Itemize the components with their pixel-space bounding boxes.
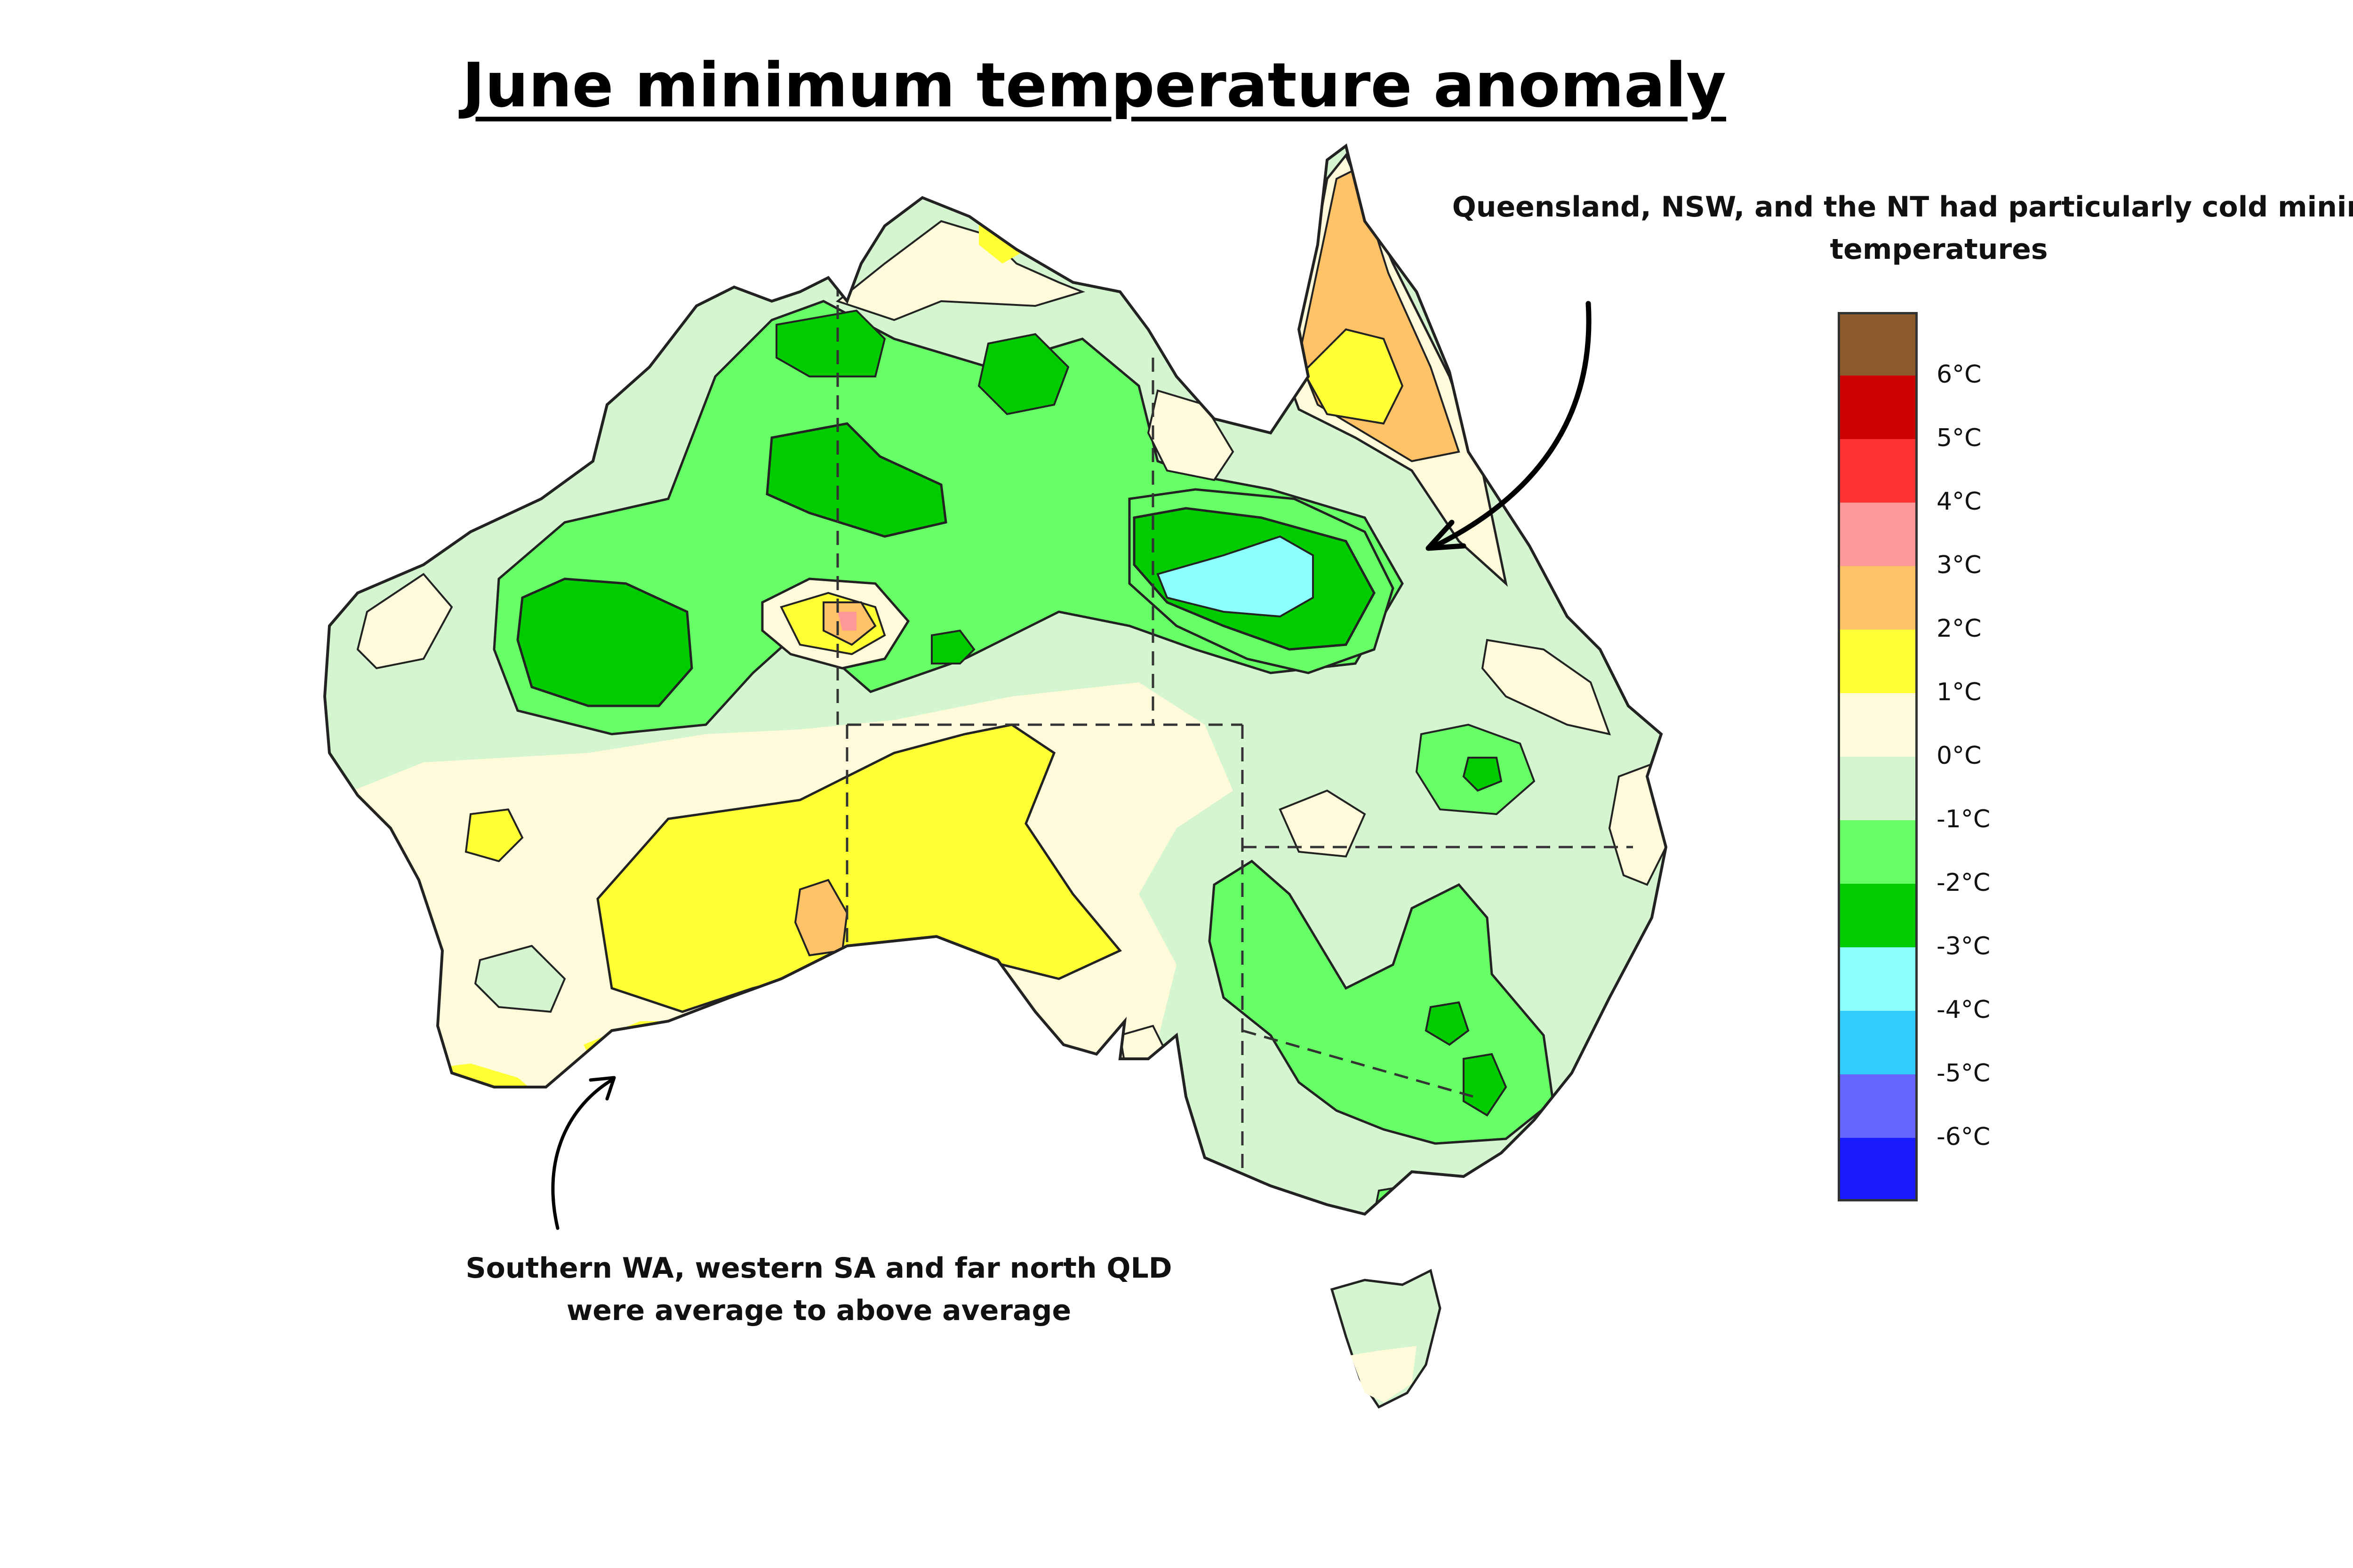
color-legend: 6°C 5°C 4°C 3°C 2°C 1°C 0°C -1°C -2°C -3°C -4°C -5°… xyxy=(1838,312,1990,1201)
annotation-southwest: Southern WA, western SA and far north QL… xyxy=(465,1252,1172,1327)
legend-label: -3°C xyxy=(1937,932,1991,960)
legend-swatch xyxy=(1838,1011,1918,1074)
annotation-northeast: Queensland, NSW, and the NT had particul… xyxy=(1452,191,2353,266)
legend-label: 5°C xyxy=(1937,424,1982,452)
legend-swatch xyxy=(1838,693,1918,757)
legend-label: -6°C xyxy=(1937,1123,1991,1151)
legend-label: 1°C xyxy=(1937,678,1982,706)
legend-label: -2°C xyxy=(1937,869,1991,897)
arrow-northeast xyxy=(1433,301,1592,549)
legend-label: 6°C xyxy=(1937,360,1982,389)
legend-swatch xyxy=(1838,820,1918,884)
legend-swatch xyxy=(1838,1074,1918,1138)
legend-label: 4°C xyxy=(1937,488,1982,516)
legend-swatch xyxy=(1838,312,1918,376)
legend-label: 3°C xyxy=(1937,551,1982,579)
legend-label: -4°C xyxy=(1937,996,1991,1024)
legend-swatch xyxy=(1838,884,1918,947)
legend-swatch xyxy=(1838,757,1918,820)
legend-label: -5°C xyxy=(1937,1059,1991,1088)
map-title: June minimum temperature anomaly xyxy=(462,49,1726,121)
legend-swatch xyxy=(1838,1138,1918,1201)
legend-label: 2°C xyxy=(1937,615,1982,643)
legend-swatch xyxy=(1838,503,1918,566)
legend-swatch xyxy=(1838,566,1918,630)
legend-label: 0°C xyxy=(1937,742,1982,770)
legend-swatch xyxy=(1838,630,1918,693)
arrow-southwest xyxy=(551,1078,614,1230)
legend-label: -1°C xyxy=(1937,805,1991,833)
legend-swatch xyxy=(1838,947,1918,1011)
legend-swatch xyxy=(1838,439,1918,503)
legend-swatch xyxy=(1838,376,1918,439)
legend-color-bar xyxy=(1838,312,1918,1201)
